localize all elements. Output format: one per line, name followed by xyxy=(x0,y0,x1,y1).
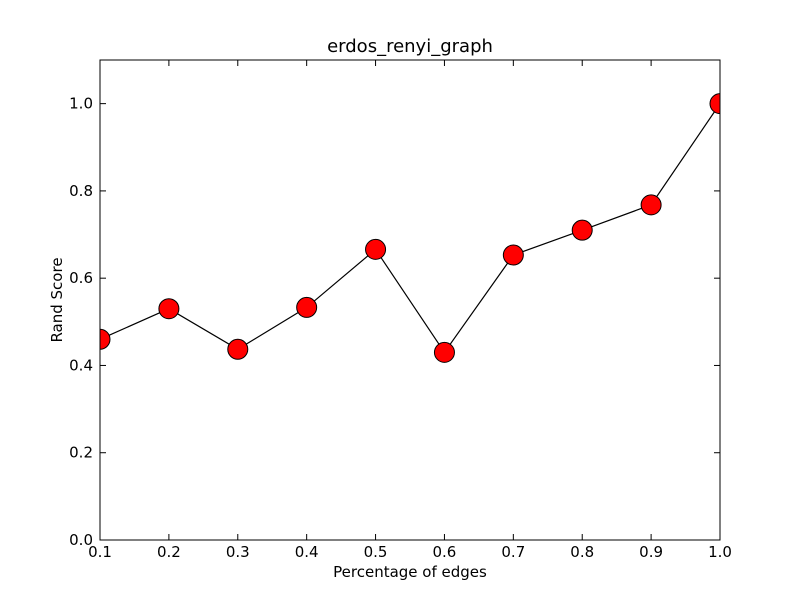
series-layer xyxy=(100,93,720,363)
x-axis-label: Percentage of edges xyxy=(333,563,487,581)
y-tick-label: 0.4 xyxy=(69,356,93,374)
y-tick-label: 0.8 xyxy=(69,182,93,200)
x-tick-label: 0.4 xyxy=(295,543,319,561)
data-point xyxy=(158,298,180,320)
y-axis-label: Rand Score xyxy=(48,257,66,342)
data-point xyxy=(709,93,720,115)
x-tick-label: 0.2 xyxy=(157,543,181,561)
y-tick-label: 0.2 xyxy=(69,444,93,462)
x-tick-label: 0.8 xyxy=(570,543,594,561)
data-point xyxy=(571,219,593,241)
plot-frame xyxy=(99,59,721,541)
data-point xyxy=(296,296,318,318)
data-point xyxy=(100,328,111,350)
series-line xyxy=(100,103,720,354)
x-tick-label: 0.3 xyxy=(226,543,250,561)
x-tick-label: 0.5 xyxy=(364,543,388,561)
x-tick-label: 1.0 xyxy=(708,543,732,561)
data-point xyxy=(365,238,387,260)
data-point xyxy=(433,341,455,363)
ticks-layer: 0.1 0.2 0.3 0.4 0.5 0.6 0.7 0.8 0.9 1.0 0.0 0.2 0.4 0… xyxy=(69,60,732,561)
x-tick-label: 0.7 xyxy=(501,543,525,561)
data-point xyxy=(640,194,662,216)
chart-title: erdos_renyi_graph xyxy=(327,36,493,57)
x-tick-label: 0.6 xyxy=(433,543,457,561)
x-tick-label: 0.1 xyxy=(88,543,112,561)
y-tick-label: 1.0 xyxy=(69,95,93,113)
data-point xyxy=(227,338,249,360)
x-tick-label: 0.9 xyxy=(639,543,663,561)
data-point xyxy=(502,244,524,266)
y-tick-label: 0.6 xyxy=(69,269,93,287)
y-tick-label: 0.0 xyxy=(69,531,93,549)
